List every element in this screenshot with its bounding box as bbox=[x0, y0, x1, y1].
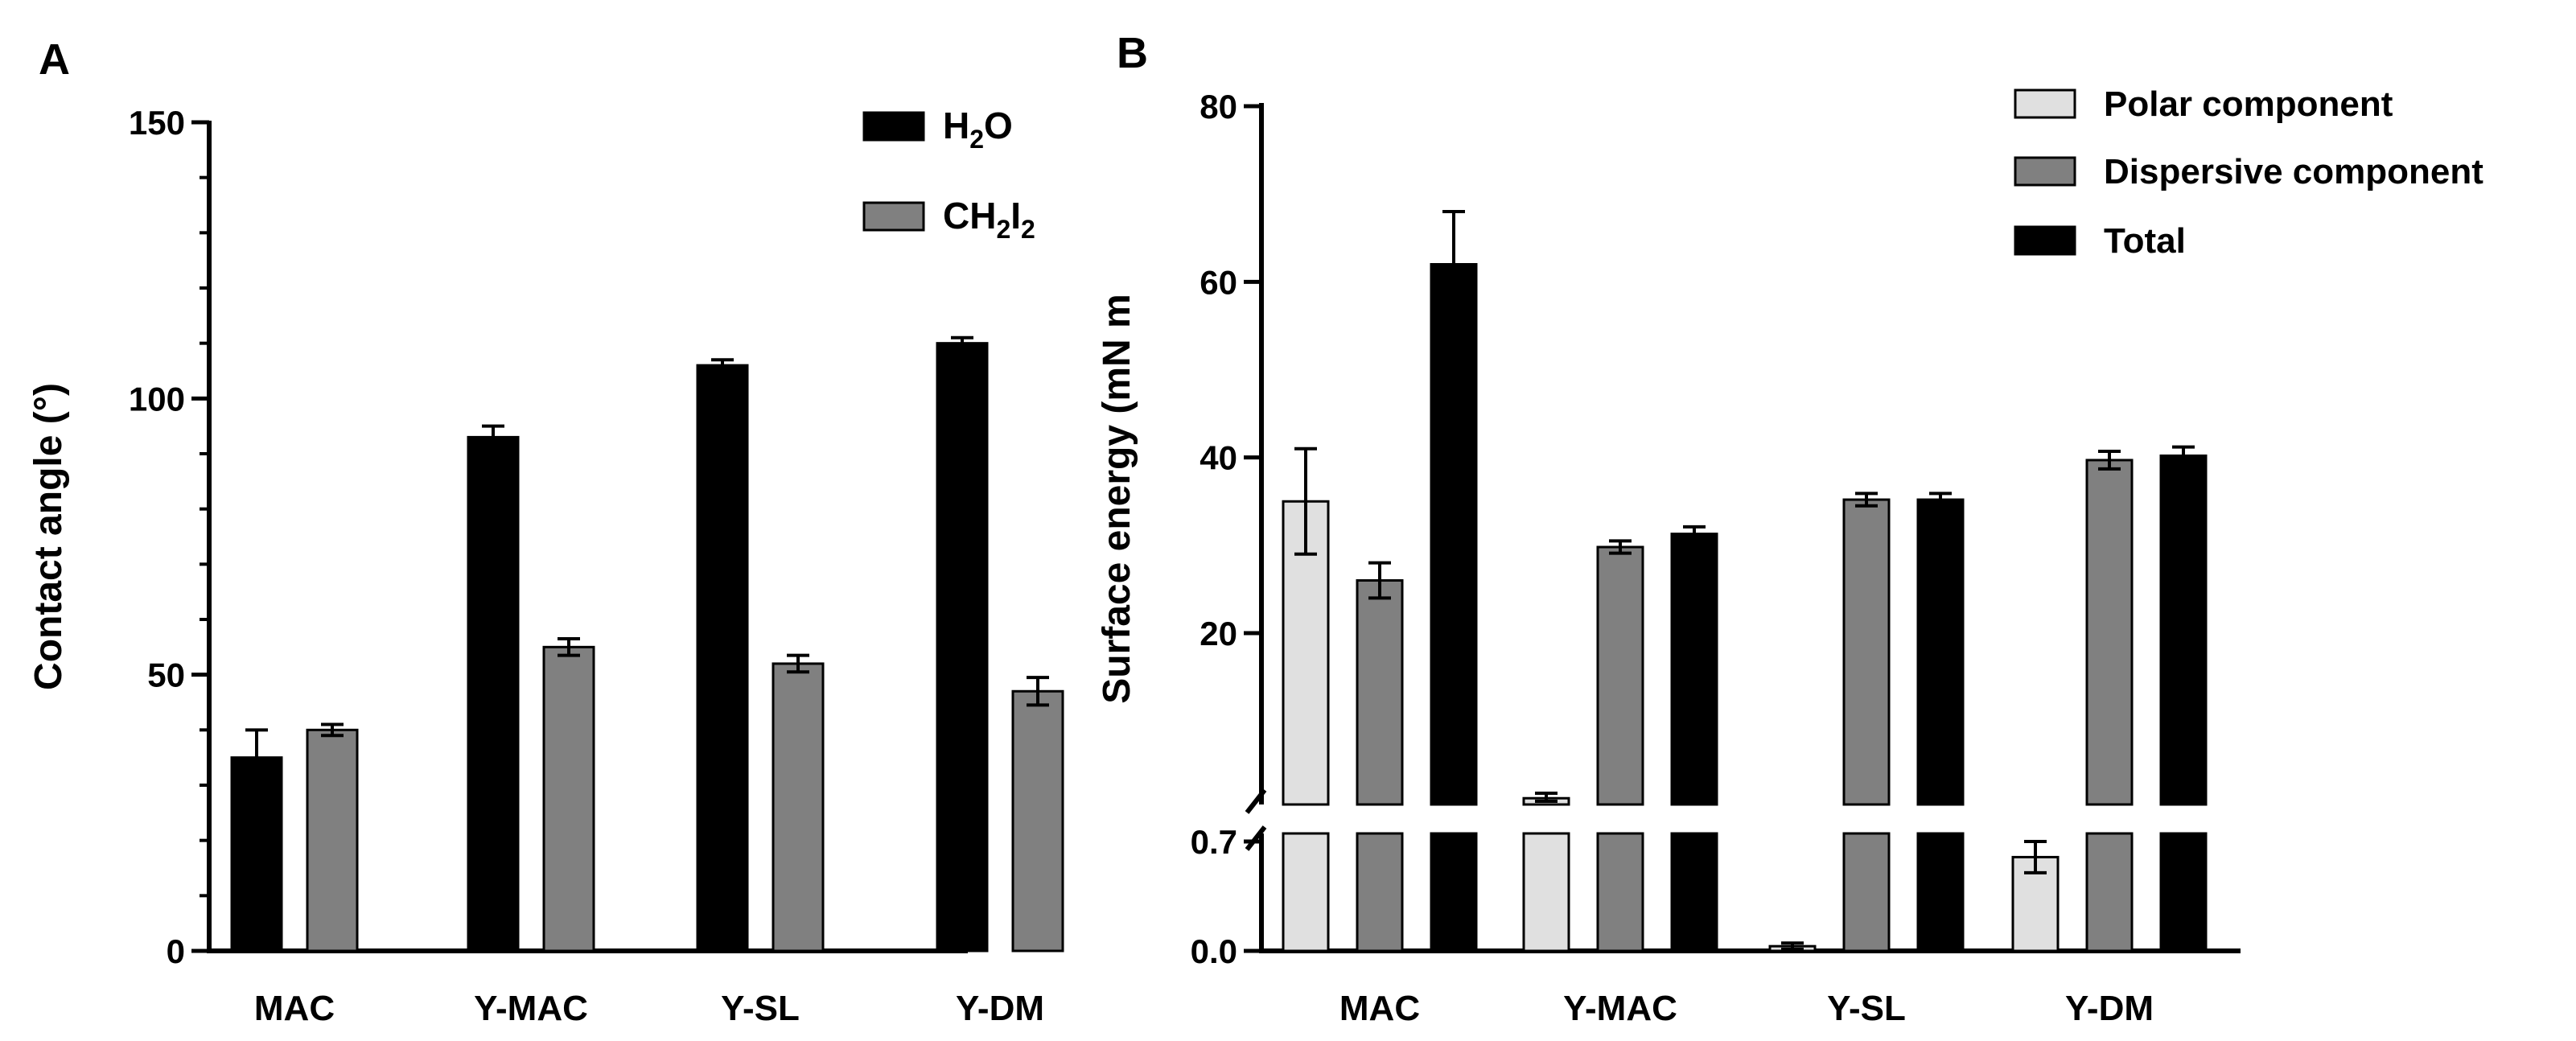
bar-1-2-lower bbox=[1842, 832, 1891, 953]
y-axis-label: Surface energy (mN m bbox=[1096, 294, 1138, 704]
panel-a-label: A bbox=[39, 35, 70, 84]
bar-0-0-lower bbox=[1282, 832, 1330, 953]
panel-b: B 20 40 60 80 0.0 0.7 Surface energy (mN m MAC Y-… bbox=[1096, 29, 2483, 1028]
legend-swatch-1 bbox=[862, 201, 925, 232]
y-tick-label: 60 bbox=[1200, 263, 1237, 301]
legend-label-part: 2 bbox=[969, 125, 984, 154]
bar-1-2 bbox=[772, 662, 825, 953]
legend-swatch-2 bbox=[2014, 225, 2076, 256]
x-tick-label: Y-MAC bbox=[474, 989, 588, 1028]
bar-2-1-lower bbox=[1670, 832, 1718, 953]
y-tick-label: 20 bbox=[1200, 615, 1237, 652]
bar-2-3 bbox=[2159, 454, 2208, 806]
legend-swatch-0 bbox=[862, 111, 925, 142]
bar-0-3 bbox=[936, 342, 989, 953]
y-tick-label: 0 bbox=[167, 932, 185, 970]
axis-break-mark bbox=[1245, 825, 1267, 851]
y-tick-label: 150 bbox=[129, 104, 185, 142]
y-tick-label: 100 bbox=[129, 380, 185, 418]
bar-1-0 bbox=[306, 728, 359, 953]
bar-1-1-lower bbox=[1596, 832, 1644, 953]
bar-1-3-lower bbox=[2085, 832, 2134, 953]
bar-2-0-lower bbox=[1430, 832, 1478, 953]
bar-0-1 bbox=[467, 435, 520, 953]
x-tick-label: MAC bbox=[254, 989, 335, 1028]
bar-2-0 bbox=[1430, 263, 1478, 806]
x-tick-label: MAC bbox=[1339, 989, 1420, 1028]
bar-1-1 bbox=[542, 645, 595, 953]
x-tick-label: Y-MAC bbox=[1563, 989, 1677, 1028]
bar-2-2-lower bbox=[1916, 832, 1965, 953]
legend-label-part: 2 bbox=[996, 215, 1010, 244]
bar-2-3-lower bbox=[2159, 832, 2208, 953]
x-tick-label: Y-SL bbox=[721, 989, 800, 1028]
y-tick-label: 40 bbox=[1200, 439, 1237, 477]
axis-break-mark bbox=[1245, 788, 1267, 814]
x-tick-label: Y-DM bbox=[956, 989, 1044, 1028]
bar-2-1 bbox=[1670, 533, 1718, 806]
legend-label-part: I bbox=[1010, 195, 1021, 237]
bar-1-2 bbox=[1842, 498, 1891, 806]
legend-label-part: 2 bbox=[1021, 215, 1035, 244]
bar-0-0 bbox=[230, 756, 283, 953]
legend-label-1: Dispersive component bbox=[2104, 152, 2483, 191]
bar-0-1-lower bbox=[1522, 832, 1570, 953]
legend-label-2: Total bbox=[2104, 221, 2186, 261]
x-tick-label: Y-DM bbox=[2065, 989, 2154, 1028]
bar-1-3 bbox=[2085, 459, 2134, 806]
y-tick-label: 80 bbox=[1200, 88, 1237, 125]
legend-swatch-0 bbox=[2014, 88, 2076, 119]
panel-b-label: B bbox=[1117, 29, 1148, 77]
bar-1-3 bbox=[1011, 689, 1064, 953]
legend-label-0: H2O bbox=[943, 105, 1013, 154]
y-tick-label: 0.7 bbox=[1191, 823, 1237, 861]
bar-0-2 bbox=[696, 364, 749, 953]
bar-1-0 bbox=[1356, 579, 1404, 806]
legend-swatch-1 bbox=[2014, 156, 2076, 187]
legend-label-1: CH2I2 bbox=[943, 195, 1035, 244]
legend-label-part: O bbox=[984, 105, 1013, 146]
y-tick-label: 0.0 bbox=[1191, 932, 1237, 970]
bar-2-2 bbox=[1916, 498, 1965, 806]
legend-label-0: Polar component bbox=[2104, 84, 2393, 124]
legend-label-part: H bbox=[943, 105, 969, 146]
y-tick-label: 50 bbox=[147, 656, 185, 694]
bar-1-0-lower bbox=[1356, 832, 1404, 953]
panel-a: A 0 50 100 150 Contact angle (°) MAC Y-MAC Y-SL Y… bbox=[27, 35, 1064, 1028]
y-axis-label: Contact angle (°) bbox=[27, 383, 70, 690]
x-tick-label: Y-SL bbox=[1827, 989, 1906, 1028]
legend-label-part: CH bbox=[943, 195, 996, 237]
bar-1-1 bbox=[1596, 545, 1644, 806]
